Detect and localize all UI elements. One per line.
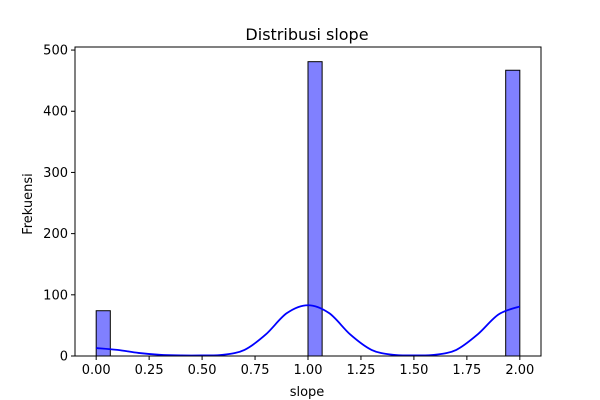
- x-tick-label: 0.25: [135, 363, 164, 378]
- y-tick-label: 200: [43, 227, 68, 242]
- x-tick-label: 0.00: [82, 363, 111, 378]
- y-tick-label: 100: [43, 288, 68, 303]
- x-axis-label: slope: [290, 385, 325, 400]
- y-axis-ticks: 0 100 200 300 400 500: [43, 44, 75, 365]
- x-tick-label: 2.00: [505, 363, 534, 378]
- x-axis-ticks: 0.00 0.25 0.50 0.75 1.00 1.25 1.50 1.75 2.00: [82, 356, 534, 378]
- kde-curve: [96, 304, 521, 357]
- y-tick-label: 500: [43, 44, 68, 59]
- chart-title: Distribusi slope: [245, 25, 368, 44]
- y-tick-label: 0: [60, 350, 68, 365]
- x-tick-label: 0.75: [241, 363, 270, 378]
- x-tick-label: 1.50: [399, 363, 428, 378]
- x-tick-label: 1.75: [452, 363, 481, 378]
- x-tick-label: 1.00: [294, 363, 323, 378]
- x-tick-label: 0.50: [188, 363, 217, 378]
- y-tick-label: 300: [43, 166, 68, 181]
- histogram-bar-1: [307, 61, 323, 357]
- x-tick-label: 1.25: [346, 363, 375, 378]
- histogram-bar-2: [505, 69, 521, 357]
- y-axis-label: Frekuensi: [21, 173, 36, 235]
- bars-group: [95, 61, 521, 357]
- y-tick-label: 400: [43, 105, 68, 120]
